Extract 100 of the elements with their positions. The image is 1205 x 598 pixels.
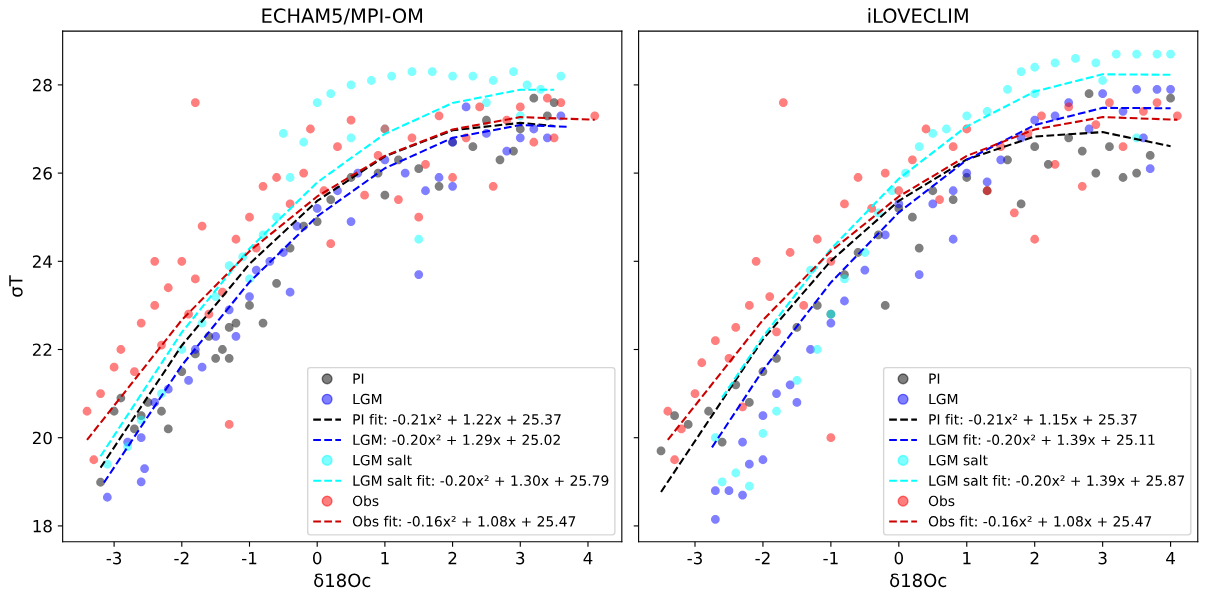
point: [772, 406, 781, 416]
point: [840, 199, 849, 209]
legend-label: LGM fit: -0.20x² + 1.39x + 25.11: [929, 434, 1155, 446]
x-tick-label: 0: [312, 551, 322, 565]
point: [306, 124, 315, 134]
point: [1091, 58, 1101, 68]
point: [346, 115, 356, 125]
point: [758, 428, 768, 438]
point: [1037, 111, 1046, 121]
point: [670, 411, 679, 421]
point: [89, 455, 99, 465]
point: [1009, 208, 1019, 218]
point: [184, 375, 193, 385]
point: [941, 124, 951, 134]
point: [738, 437, 747, 447]
point: [758, 411, 768, 421]
point: [96, 477, 105, 487]
point: [197, 362, 207, 372]
point: [697, 358, 707, 368]
point: [272, 173, 281, 182]
point: [231, 318, 241, 328]
point: [502, 146, 512, 156]
point: [744, 301, 754, 310]
point: [1105, 98, 1114, 107]
point: [82, 406, 92, 416]
point: [285, 173, 295, 182]
point: [272, 278, 281, 288]
point: [346, 133, 356, 143]
legend-label: LGM: [353, 393, 382, 405]
point: [982, 177, 992, 187]
point: [211, 292, 221, 301]
point: [744, 398, 754, 407]
point: [996, 155, 1006, 165]
legend-label: LGM salt fit: -0.20x² + 1.39x + 25.87: [929, 475, 1185, 486]
point: [556, 71, 566, 81]
point: [1084, 89, 1094, 99]
point: [407, 67, 417, 77]
point: [387, 71, 397, 81]
legend-label: PI fit: -0.21x² + 1.22x + 25.37: [353, 413, 561, 425]
x-tick-label: 4: [583, 552, 593, 565]
point: [163, 424, 173, 434]
point: [908, 155, 917, 165]
point: [948, 186, 958, 196]
point: [468, 71, 478, 81]
point: [136, 433, 146, 443]
point: [488, 76, 498, 85]
point: [1166, 84, 1175, 94]
point: [1111, 49, 1121, 59]
point: [522, 80, 532, 90]
point: [1145, 151, 1155, 160]
point: [400, 168, 410, 178]
point: [935, 195, 944, 204]
x-tick-label: -3: [687, 551, 702, 565]
point: [928, 199, 938, 209]
point: [136, 477, 146, 487]
point: [948, 195, 958, 204]
point: [1118, 142, 1128, 152]
legend-label: LGM salt fit: -0.20x² + 1.30x + 25.79: [353, 475, 609, 486]
point: [549, 133, 559, 143]
point: [258, 181, 268, 191]
point: [1091, 168, 1101, 178]
point: [1077, 146, 1087, 156]
point: [1098, 76, 1108, 85]
point: [515, 133, 525, 143]
x-tick-label: -1: [242, 552, 257, 565]
point: [1030, 62, 1040, 72]
point: [150, 256, 160, 266]
point: [1030, 115, 1040, 125]
point: [731, 468, 741, 478]
point: [224, 323, 234, 332]
point: [1166, 93, 1175, 103]
point: [333, 142, 342, 152]
point: [285, 287, 295, 297]
point: [826, 318, 836, 328]
point: [1132, 84, 1142, 94]
legend-label: Obs fit: -0.16x² + 1.08x + 25.47: [928, 515, 1152, 527]
point: [738, 490, 747, 500]
point: [860, 265, 870, 275]
point: [380, 190, 390, 200]
point: [434, 181, 444, 191]
point: [414, 212, 424, 222]
point: [116, 345, 126, 354]
point: [542, 93, 552, 103]
point: [312, 98, 322, 107]
point: [245, 301, 254, 310]
point: [914, 270, 924, 279]
y-axis-title: σT: [9, 275, 23, 297]
point: [880, 230, 890, 240]
x-tick-label: 2: [1030, 551, 1039, 565]
point: [840, 296, 849, 306]
point: [96, 389, 105, 398]
legend-label: LGM: [929, 393, 958, 405]
point: [231, 331, 241, 341]
point: [710, 486, 720, 496]
point: [792, 398, 802, 407]
point: [468, 142, 478, 152]
point: [278, 129, 288, 138]
point: [914, 142, 924, 152]
point: [251, 265, 261, 275]
point: [1064, 102, 1074, 112]
